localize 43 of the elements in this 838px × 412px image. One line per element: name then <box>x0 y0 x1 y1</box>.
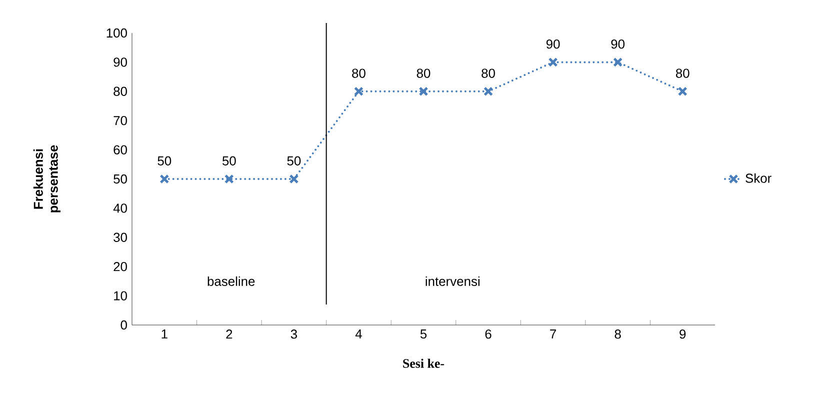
y-tick-label: 70 <box>114 116 127 126</box>
point <box>613 57 623 67</box>
annotation: baseline <box>208 276 255 286</box>
data-label: 80 <box>416 68 430 78</box>
point <box>548 57 558 67</box>
x-tick-label: 6 <box>485 330 492 339</box>
data-label: 80 <box>676 68 690 78</box>
point <box>354 86 364 96</box>
point <box>484 86 494 96</box>
y-tick-label: 100 <box>106 28 127 38</box>
y-tick-label: 30 <box>114 232 127 242</box>
x-tick-label: 4 <box>355 330 362 338</box>
x-tick-label: 8 <box>614 330 621 339</box>
x-tick-label: 5 <box>420 330 427 339</box>
point <box>678 86 688 96</box>
data-label: 90 <box>611 39 625 49</box>
x-tick-label: 7 <box>550 330 556 338</box>
x-tick-label: 1 <box>162 330 168 338</box>
x-tick-label: 3 <box>290 330 297 339</box>
y-tick-label: 50 <box>114 174 127 184</box>
point <box>418 86 428 96</box>
y-tick-label: 0 <box>120 320 127 330</box>
data-label: 90 <box>546 39 560 49</box>
point <box>160 174 170 184</box>
annotation: intervensi <box>426 276 480 286</box>
data-label: 80 <box>352 68 366 78</box>
data-label: 50 <box>287 156 301 166</box>
y-tick-label: 90 <box>114 58 127 67</box>
point <box>289 174 299 184</box>
data-label: 50 <box>158 156 172 166</box>
y-tick-label: 80 <box>114 86 127 96</box>
x-axis-title: Sesi ke- <box>403 358 444 368</box>
y-tick-label: 20 <box>114 262 127 272</box>
y-tick-label: 60 <box>114 145 127 154</box>
data-label: 50 <box>222 156 236 166</box>
x-tick-label: 9 <box>680 330 686 339</box>
point <box>224 174 234 184</box>
y-tick-label: 10 <box>114 291 127 300</box>
data-label: 80 <box>482 68 495 78</box>
legend-label: Skor <box>746 173 772 183</box>
x-tick-label: 2 <box>226 330 232 339</box>
y-axis-title: Frekuensi persentase <box>33 145 60 212</box>
y-tick-label: 40 <box>113 204 127 213</box>
